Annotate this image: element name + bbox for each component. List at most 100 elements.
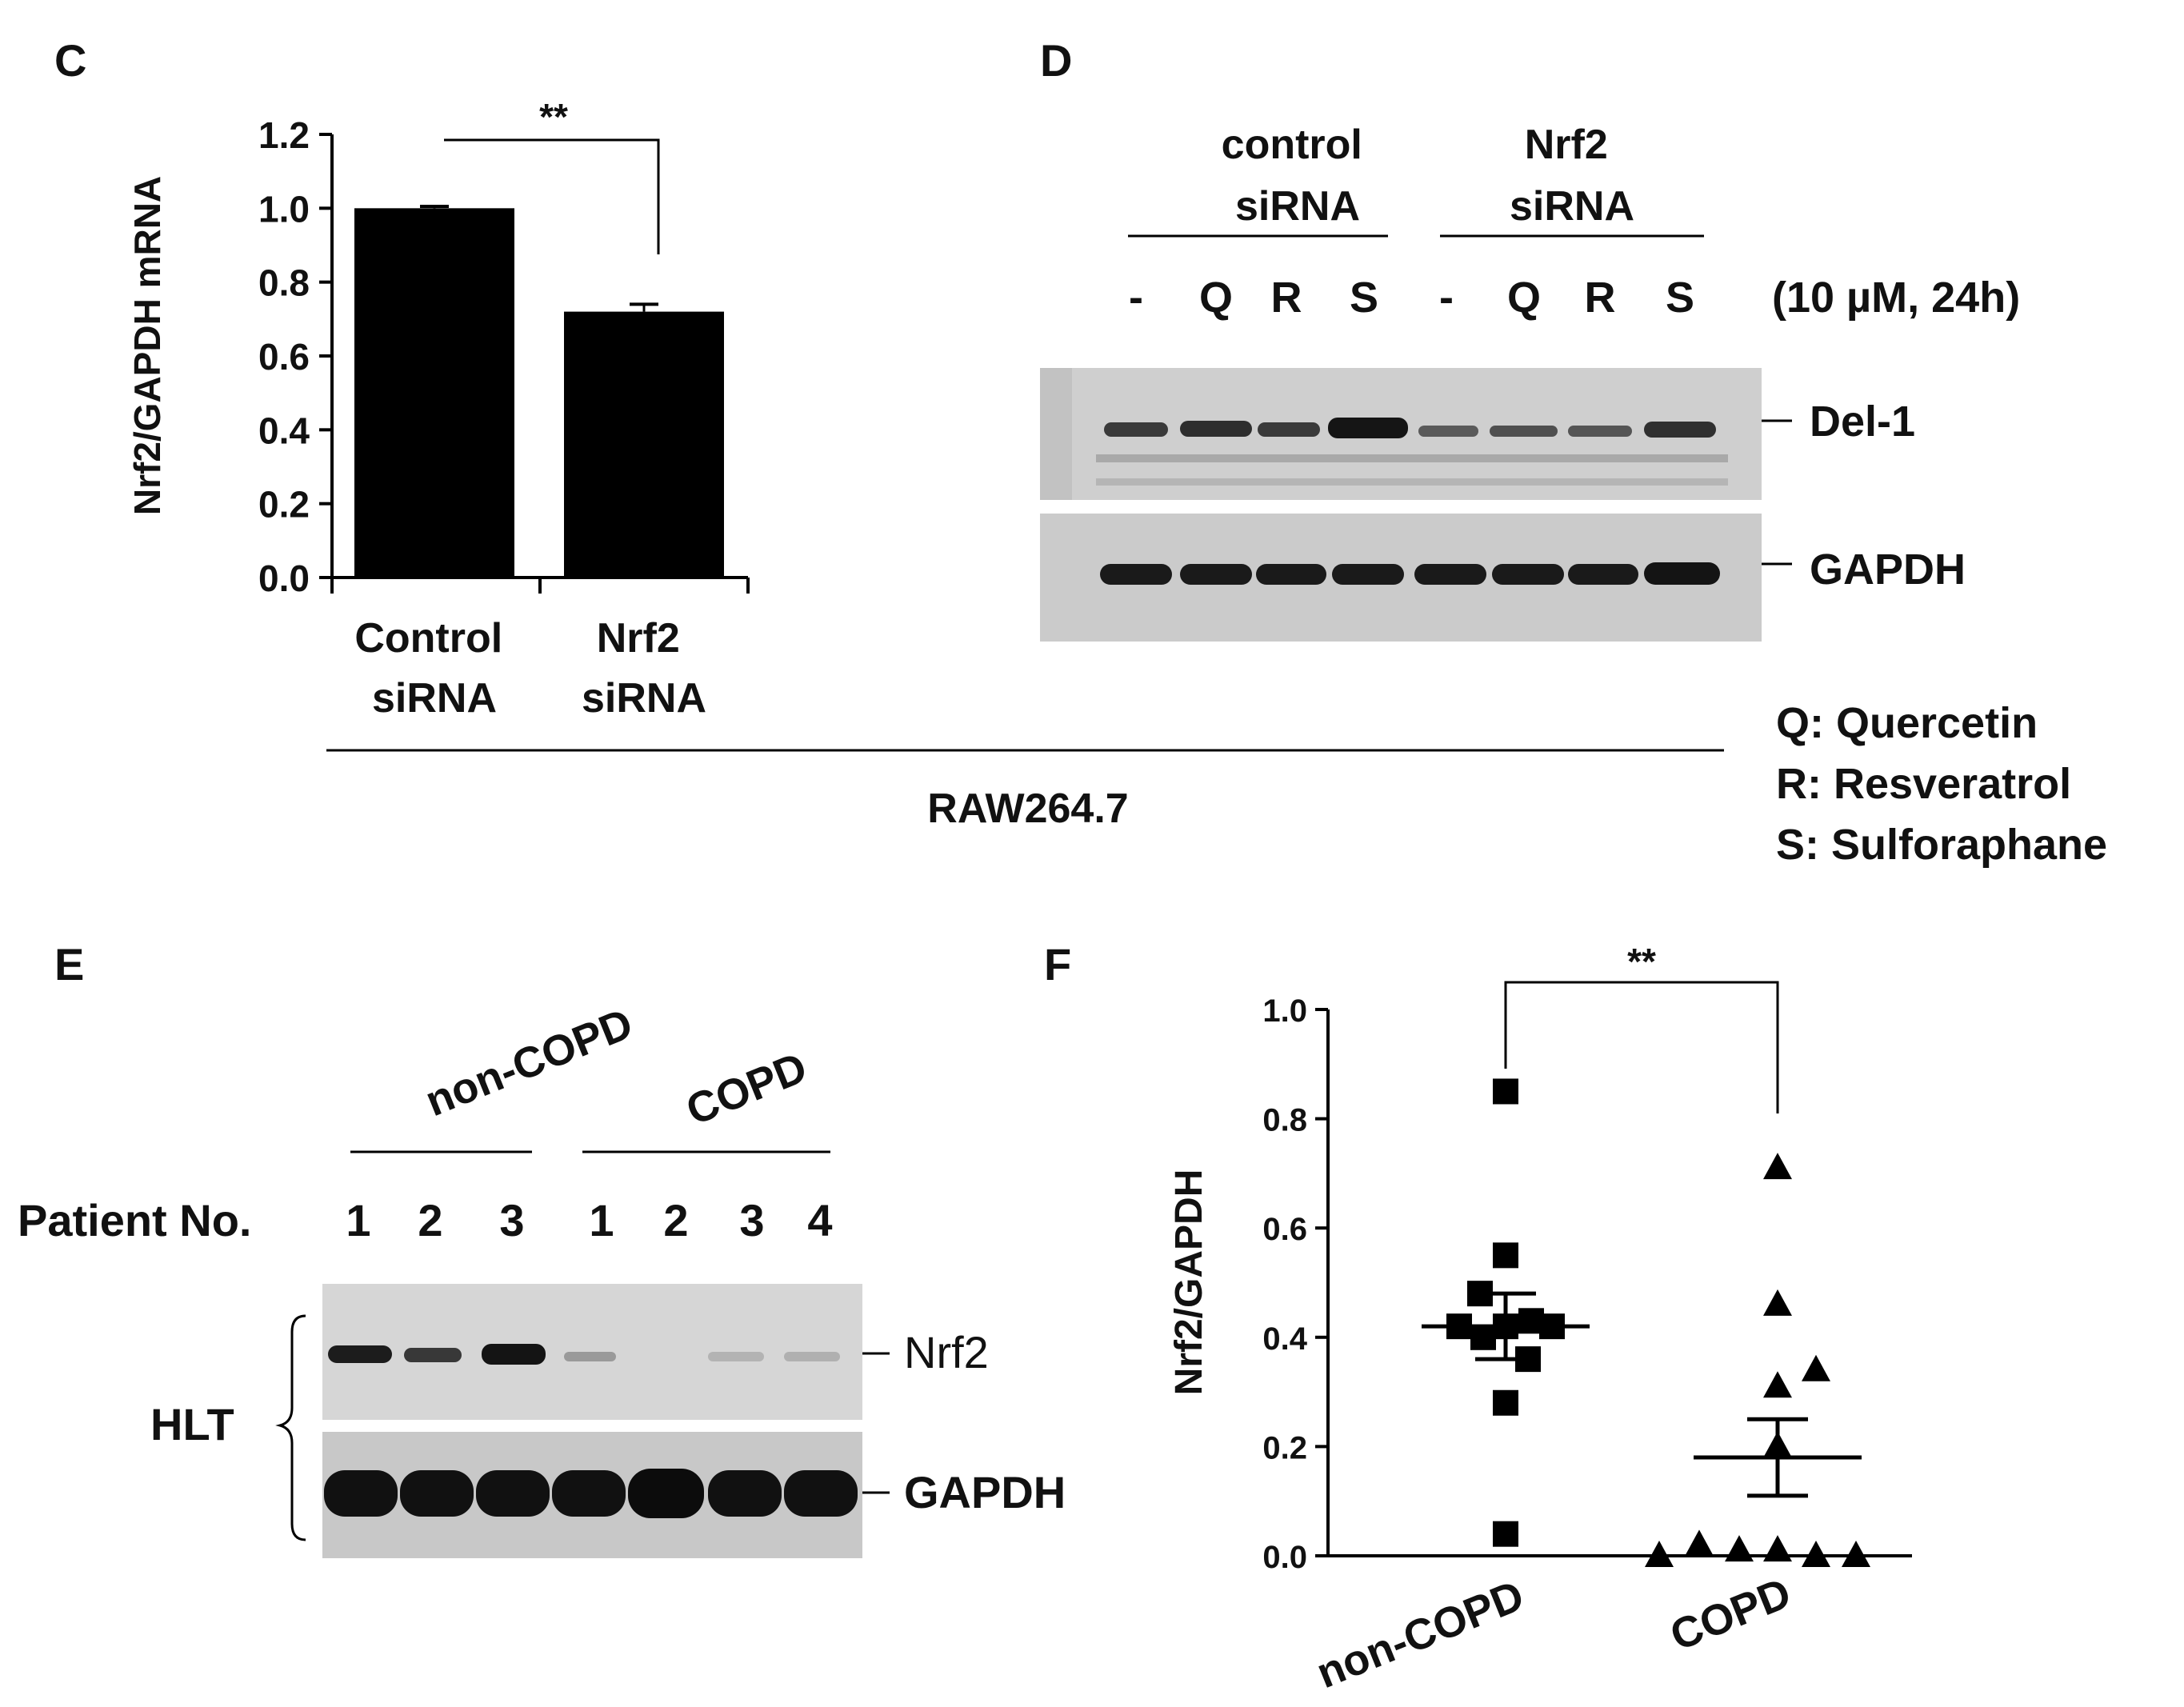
panel-d-letter: D (1040, 35, 1072, 86)
panel-d-del1-blot-shade (1040, 368, 1072, 500)
panel-c-category-label-2-line-1: Nrf2 (597, 615, 680, 662)
panel-c-y-axis-label: Nrf2/GAPDH mRNA (126, 176, 168, 515)
panel-e-blot: non-COPD COPD Patient No. 1 2 3 1 2 3 4 … (18, 999, 1066, 1558)
panel-c-category-label-1-line-1: Control (354, 615, 502, 662)
panel-d-group-label-2-line-1: Nrf2 (1525, 122, 1608, 168)
panel-f-point-triangle (1802, 1541, 1830, 1567)
panel-d-gapdh-band (1100, 564, 1172, 585)
panel-c-bar (354, 208, 514, 578)
panel-e-nrf2-band (708, 1352, 764, 1361)
panel-f-y-tick-label: 0.0 (1262, 1540, 1307, 1575)
panel-d-lane-label: S (1666, 274, 1694, 322)
panel-c-chart: 0.0 0.2 0.4 0.6 0.8 1.0 1.2 Nrf2/GAPDH mRNA **… (126, 96, 750, 722)
panel-f-y-axis-label: Nrf2/GAPDH (1168, 1169, 1210, 1396)
panel-c-letter: C (54, 35, 86, 86)
panel-c-y-tick-label: 0.8 (258, 262, 310, 304)
panel-d-group-label-1-line-2: siRNA (1235, 183, 1360, 230)
panel-e-gapdh-band (628, 1469, 704, 1518)
panel-d-del1-band (1644, 422, 1716, 438)
panel-f-point-square (1493, 1389, 1518, 1416)
panel-e-patient-number: 1 (346, 1195, 370, 1245)
panel-d-legend-item: R: Resveratrol (1776, 760, 2071, 808)
panel-e-patient-number: 1 (589, 1195, 614, 1245)
panel-c-y-tick-label: 0.2 (258, 484, 310, 526)
panel-d-del1-band (1568, 426, 1632, 437)
panel-d-lane-label: Q (1507, 274, 1541, 322)
panel-d-del1-band (1258, 422, 1320, 437)
panel-f-point-triangle (1763, 1289, 1792, 1316)
panel-c-y-tick-label: 1.0 (258, 188, 310, 230)
panel-d-treatment-label: (10 µM, 24h) (1772, 274, 2020, 322)
panel-f-category-label-2: COPD (1664, 1569, 1798, 1660)
panel-d-gapdh-band (1414, 564, 1486, 585)
panel-e-gapdh-band (476, 1470, 550, 1517)
panel-f-significance: ** (1627, 941, 1656, 982)
panel-d-group-label-2: Nrf2 siRNA (1510, 122, 1634, 230)
panel-c-category-label-1: Control siRNA (354, 615, 514, 722)
panel-f-point-triangle (1842, 1541, 1870, 1567)
panel-f-mean-sem (1422, 1291, 1862, 1498)
panel-d-del1-faint-band (1096, 454, 1728, 462)
panel-f-y-ticks: 0.0 0.2 0.4 0.6 0.8 1.0 (1262, 993, 1328, 1575)
panel-e-gapdh-band (784, 1470, 858, 1517)
panel-d-gapdh-band (1644, 562, 1720, 585)
panel-d-lane-label: R (1585, 274, 1616, 322)
panel-d-group-label-2-line-2: siRNA (1510, 183, 1634, 230)
panel-f-point-square (1470, 1324, 1496, 1350)
panel-f-category-label-1: non-COPD (1310, 1571, 1530, 1697)
panel-d-del1-label: Del-1 (1810, 398, 1915, 446)
panel-c-y-tick-label: 0.4 (258, 410, 310, 451)
panel-d-gapdh-label: GAPDH (1810, 546, 1966, 594)
panel-e-letter: E (54, 939, 84, 989)
panel-e-nrf2-bands (328, 1344, 840, 1365)
panel-e-nrf2-band (784, 1352, 840, 1361)
panel-e-gapdh-bands (324, 1469, 858, 1518)
panel-f-point-square (1493, 1521, 1518, 1547)
panel-c-significance-bracket (444, 138, 660, 254)
panel-c-y-tick-label: 0.6 (258, 336, 310, 378)
panel-d-blot: control siRNA Nrf2 siRNA - Q R S - Q R S… (1040, 122, 2107, 869)
panel-d-del1-faint-band (1096, 478, 1728, 486)
panel-e-gapdh-band (552, 1470, 626, 1517)
panel-f-letter: F (1044, 939, 1071, 989)
panel-f-point-square (1493, 1242, 1518, 1269)
panel-c-category-label-2-line-2: siRNA (582, 675, 706, 722)
panel-d-lane-label: - (1439, 274, 1454, 322)
panel-d-gapdh-band (1180, 564, 1252, 585)
panel-f-y-tick-label: 0.4 (1262, 1321, 1307, 1357)
panel-e-patient-number: 3 (499, 1195, 524, 1245)
panel-e-patient-number: 4 (807, 1195, 832, 1245)
panel-d-lane-label: - (1129, 274, 1143, 322)
panel-e-group-label-1: non-COPD (418, 999, 639, 1125)
panel-e-nrf2-band (404, 1348, 462, 1362)
panel-d-gapdh-band (1568, 564, 1638, 585)
panel-d-del1-band (1104, 422, 1168, 437)
panel-e-nrf2-band (482, 1344, 546, 1365)
panel-d-gapdh-bands (1100, 562, 1720, 585)
panel-f-y-tick-label: 0.6 (1262, 1212, 1307, 1247)
panel-d-del1-band (1328, 418, 1408, 438)
panel-f-y-tick-label: 1.0 (1262, 993, 1307, 1029)
panel-e-group-label-2: COPD (680, 1043, 814, 1134)
panel-f-point-triangle (1725, 1535, 1754, 1562)
panel-d-gapdh-band (1492, 564, 1564, 585)
panel-d-gapdh-band (1332, 564, 1404, 585)
panel-c-bar (564, 311, 724, 578)
panel-d-del1-band (1418, 426, 1478, 437)
panel-d-lane-label: S (1350, 274, 1378, 322)
panel-f-point-triangle (1802, 1354, 1830, 1381)
panel-e-nrf2-band (328, 1345, 392, 1363)
panel-c-y-ticks: 0.0 0.2 0.4 0.6 0.8 1.0 1.2 (258, 114, 332, 599)
panel-e-patient-number: 3 (739, 1195, 764, 1245)
panel-e-tissue-bracket (275, 1314, 306, 1541)
panel-e-nrf2-band (564, 1352, 616, 1361)
panel-c-category-label-2: Nrf2 siRNA (582, 615, 706, 722)
panel-f-y-tick-label: 0.2 (1262, 1430, 1307, 1465)
panel-d-del1-bands (1096, 418, 1728, 486)
panel-d-gapdh-band (1256, 564, 1326, 585)
panel-f-point-triangle (1763, 1535, 1792, 1562)
panel-d-legend-item: S: Sulforaphane (1776, 821, 2107, 869)
panel-f-point-triangle (1685, 1529, 1714, 1557)
panel-d-lane-label: Q (1199, 274, 1233, 322)
